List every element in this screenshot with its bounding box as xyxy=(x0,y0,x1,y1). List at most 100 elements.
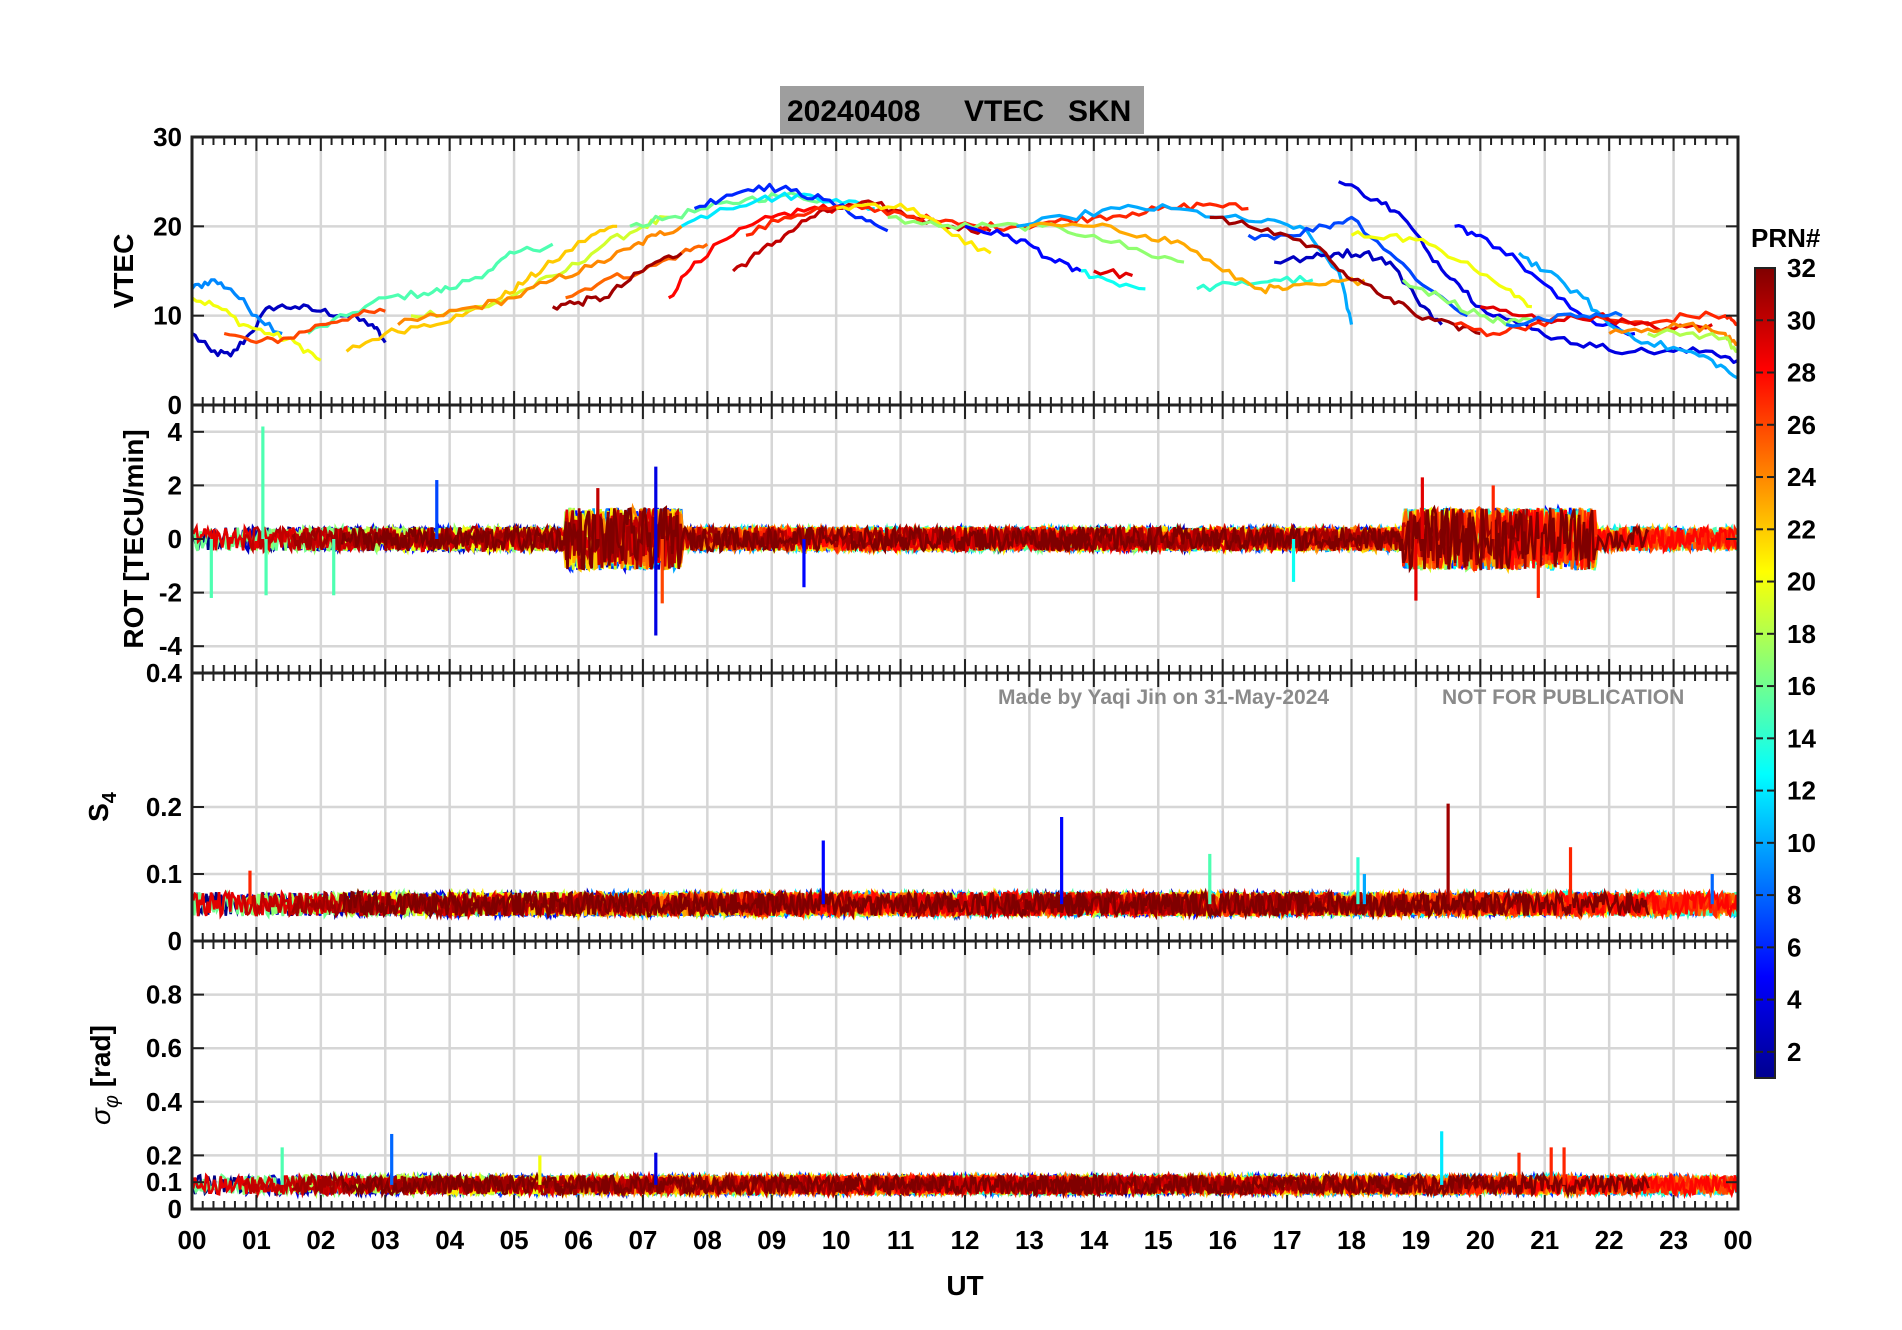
vtec-series-prn-9 xyxy=(192,278,283,336)
rot-data xyxy=(192,426,1738,636)
sigma_phi-trace-prn-32 xyxy=(1049,1170,1650,1199)
x-tick-label: 18 xyxy=(1337,1225,1366,1255)
colorbar-tick-label: 8 xyxy=(1787,880,1801,910)
vtec-axis-label: VTEC xyxy=(108,234,139,309)
vtec-ytick-label: 0 xyxy=(168,390,182,420)
vtec-series-prn-26 xyxy=(223,307,386,345)
x-tick-label: 15 xyxy=(1144,1225,1173,1255)
s4-ytick-label: 0.2 xyxy=(146,792,182,822)
x-tick-label: 03 xyxy=(371,1225,400,1255)
sigma_phi-ytick-label: 0.4 xyxy=(146,1087,183,1117)
rot-ytick-label: 0 xyxy=(168,524,182,554)
rot-ytick-label: -4 xyxy=(159,631,183,661)
vtec-series-prn-31 xyxy=(551,251,683,311)
x-tick-label: 08 xyxy=(693,1225,722,1255)
colorbar-tick-label: 30 xyxy=(1787,305,1816,335)
s4-ytick-label: 0.1 xyxy=(146,859,182,889)
vtec-series-prn-21 xyxy=(835,202,992,255)
title-quantity: VTEC xyxy=(964,95,1044,128)
vtec-data xyxy=(192,180,1738,380)
title-box xyxy=(780,86,1144,134)
colorbar-tick-label: 26 xyxy=(1787,410,1816,440)
x-tick-label: 12 xyxy=(951,1225,980,1255)
s4-data xyxy=(192,803,1738,922)
x-tick-label: 20 xyxy=(1466,1225,1495,1255)
x-tick-label: 00 xyxy=(178,1225,207,1255)
colorbar-tick-label: 14 xyxy=(1787,723,1816,753)
x-tick-label: 13 xyxy=(1015,1225,1044,1255)
colorbar-tick-label: 16 xyxy=(1787,671,1816,701)
s4-trace-prn-32 xyxy=(1049,887,1650,921)
vtec-ytick-label: 20 xyxy=(153,211,182,241)
x-tick-label: 23 xyxy=(1659,1225,1688,1255)
x-tick-label: 01 xyxy=(242,1225,271,1255)
vtec-series-prn-16 xyxy=(629,191,824,228)
x-tick-label: 19 xyxy=(1401,1225,1430,1255)
rot-trace-prn-32 xyxy=(1049,504,1650,574)
colorbar-tick-label: 28 xyxy=(1787,358,1816,388)
colorbar-tick-label: 12 xyxy=(1787,776,1816,806)
x-tick-label: 16 xyxy=(1208,1225,1237,1255)
x-tick-label: 17 xyxy=(1273,1225,1302,1255)
watermark-author: Made by Yaqi Jin on 31-May-2024 xyxy=(998,686,1329,709)
vtec-series-prn-5 xyxy=(964,224,1082,273)
x-tick-label: 02 xyxy=(306,1225,335,1255)
colorbar-tick-label: 2 xyxy=(1787,1037,1801,1067)
colorbar-tick-label: 4 xyxy=(1787,985,1802,1015)
vtec-series-prn-22 xyxy=(345,224,618,353)
s4-ytick-label: 0.4 xyxy=(146,658,183,688)
vtec-panel: 0 10 20 30 xyxy=(153,122,1740,420)
rot-panel: -4 -2 0 2 4 xyxy=(159,403,1740,675)
title-station: SKN xyxy=(1068,95,1131,128)
colorbar-gradient xyxy=(1754,267,1776,1079)
colorbar-tick-label: 18 xyxy=(1787,619,1816,649)
vtec-ytick-label: 10 xyxy=(153,301,182,331)
s4-ytick-label: 0 xyxy=(168,926,182,956)
x-tick-label: 06 xyxy=(564,1225,593,1255)
x-tick-label: 22 xyxy=(1595,1225,1624,1255)
sigma_phi-ytick-label: 0 xyxy=(168,1194,182,1224)
vtec-series-prn-31 xyxy=(1209,215,1481,336)
x-tick-label: 00 xyxy=(1724,1225,1753,1255)
vtec-series-prn-18 xyxy=(1647,328,1738,353)
vtec-series-prn-20 xyxy=(192,296,322,362)
x-axis-label: UT xyxy=(946,1270,983,1301)
vtec-series-prn-28 xyxy=(667,203,838,300)
vtec-series-prn-15 xyxy=(306,242,554,335)
sigma_phi-ytick-label: 0.1 xyxy=(146,1167,182,1197)
vtec-series-prn-20 xyxy=(1350,230,1533,309)
colorbar-title: PRN# xyxy=(1751,223,1821,253)
sigma_phi-ytick-label: 0.6 xyxy=(146,1033,182,1063)
x-tick-label: 11 xyxy=(887,1225,915,1255)
vtec-series-prn-17 xyxy=(1401,278,1533,327)
colorbar-tick-label: 32 xyxy=(1787,253,1816,283)
rot-axis-label: ROT [TECU/min] xyxy=(118,429,149,648)
colorbar-tick-label: 10 xyxy=(1787,828,1816,858)
rot-trace-prn-32 xyxy=(340,505,1091,571)
sigma_phi-ytick-label: 0.8 xyxy=(146,980,182,1010)
sigma_phi-trace-prn-32 xyxy=(340,1171,1091,1200)
colorbar-tick-label: 24 xyxy=(1787,462,1816,492)
sigma_phi-ytick-label: 0.2 xyxy=(146,1140,182,1170)
colorbar-tick-label: 20 xyxy=(1787,567,1816,597)
vtec-series-prn-3 xyxy=(192,303,387,358)
watermark-notice: NOT FOR PUBLICATION xyxy=(1442,686,1684,709)
vtec-series-prn-24 xyxy=(1608,321,1738,347)
x-tick-labels: 00 01 02 03 04 05 06 07 08 09 10 11 12 13 14 15 16 17 18 19… xyxy=(178,1225,1753,1255)
sigma_phi-data xyxy=(192,1131,1738,1200)
svg-text:S4: S4 xyxy=(83,791,121,822)
vtec-series-prn-8 xyxy=(1505,311,1623,328)
rot-ytick-label: 2 xyxy=(168,470,182,500)
vtec-series-prn-5 xyxy=(1454,224,1636,337)
rot-ytick-label: 4 xyxy=(168,417,183,447)
s4-panel: 0 0.1 0.2 0.4 xyxy=(146,658,1740,956)
vtec-series-prn-29 xyxy=(1093,268,1134,280)
rot-ytick-label: -2 xyxy=(159,578,182,608)
title-date: 20240408 xyxy=(787,95,920,128)
s4-axis-label: S4 xyxy=(83,791,121,822)
sigma-phi-panel: 00.10.2 0.4 0.6 0.8 xyxy=(146,939,1740,1224)
vtec-series-prn-23 xyxy=(1028,221,1366,295)
x-tick-label: 14 xyxy=(1079,1225,1108,1255)
x-tick-label: 05 xyxy=(500,1225,529,1255)
